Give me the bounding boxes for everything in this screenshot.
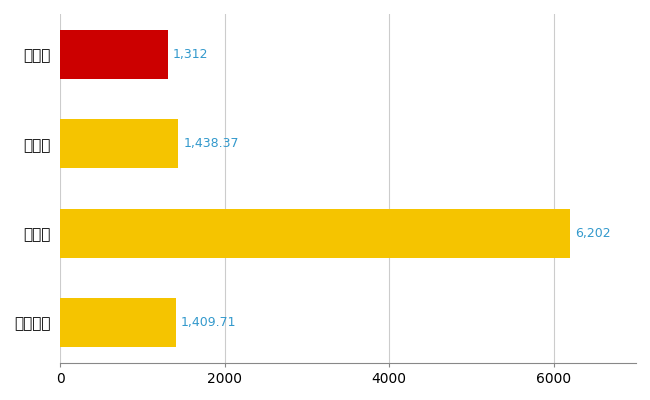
Bar	[60, 209, 571, 258]
Text: 1,312: 1,312	[173, 48, 209, 61]
Text: 1,409.71: 1,409.71	[181, 316, 237, 329]
Bar	[60, 298, 176, 347]
Text: 6,202: 6,202	[575, 227, 611, 240]
Bar	[60, 119, 179, 168]
Text: 1,438.37: 1,438.37	[183, 137, 239, 150]
Bar	[60, 30, 168, 79]
